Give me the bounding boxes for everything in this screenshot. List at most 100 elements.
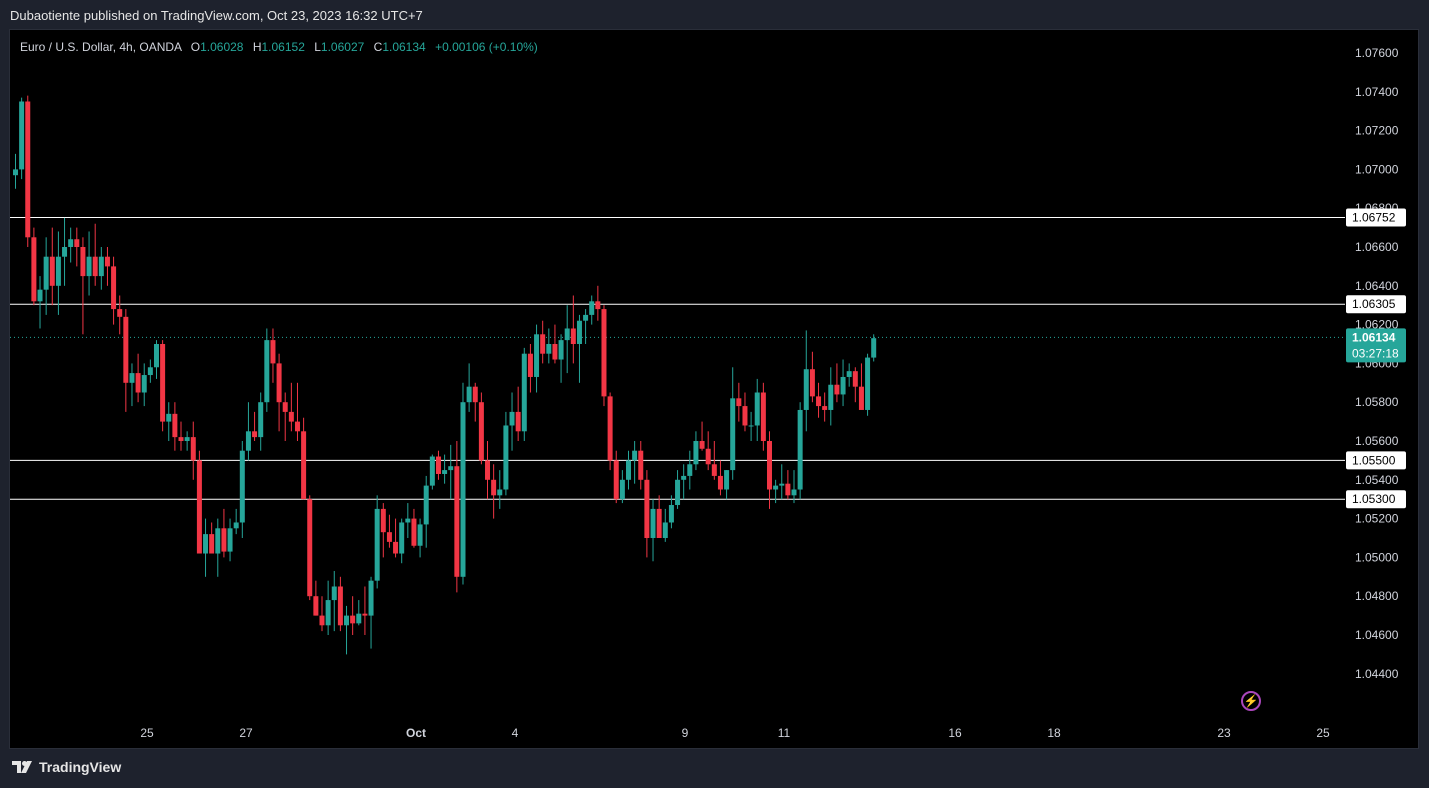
candle-body [766, 441, 772, 490]
footer-brand[interactable]: TradingView [12, 759, 121, 775]
candle [583, 309, 589, 344]
candle [350, 596, 356, 635]
candle-body [656, 508, 662, 538]
candle-body [785, 483, 791, 496]
candle-body [442, 470, 448, 474]
time-axis[interactable]: 25 27 Oct 4 9 11 16 18 23 25 [140, 726, 1330, 740]
candle [313, 580, 319, 616]
candle-body [675, 479, 681, 506]
candle [871, 334, 877, 362]
candle-body [417, 524, 423, 546]
candle [662, 508, 668, 542]
symbol-title: Euro / U.S. Dollar, 4h, OANDA [20, 40, 182, 54]
candle-body [301, 431, 307, 500]
candle [104, 247, 110, 286]
candle-body [705, 448, 711, 465]
candle-body [632, 450, 638, 461]
candle [301, 417, 307, 500]
candle [485, 441, 491, 500]
price-axis[interactable]: 1.076001.074001.072001.070001.068001.066… [1355, 46, 1399, 681]
lightning-bolt-icon[interactable]: ⚡ [1241, 691, 1261, 711]
candle [785, 470, 791, 500]
candle-body [601, 309, 607, 397]
candle [74, 227, 80, 267]
candle-body [724, 470, 730, 490]
candle [711, 441, 717, 480]
candle [730, 367, 736, 480]
candle-body [19, 101, 25, 170]
candle-body [252, 431, 258, 438]
candle [282, 392, 288, 441]
candle-body [858, 386, 864, 410]
candle [203, 518, 209, 577]
candle-body [693, 441, 699, 465]
candle-body [258, 402, 264, 438]
high-label: H [252, 40, 262, 54]
candle [37, 276, 43, 329]
candle [86, 231, 92, 296]
time-tick-label: 11 [778, 726, 791, 740]
candle-body [644, 479, 650, 538]
candle-body [104, 256, 110, 267]
candle [865, 353, 871, 416]
candle [160, 340, 166, 432]
candle [846, 363, 852, 387]
candle [687, 450, 693, 490]
candle-body [160, 344, 166, 422]
candle [546, 328, 552, 364]
candle-body [356, 613, 362, 624]
candle-body [43, 256, 49, 290]
candle-body [362, 613, 368, 616]
candle-body [828, 384, 834, 410]
candle [209, 522, 215, 554]
candle [111, 256, 117, 325]
candle-body [742, 406, 748, 426]
candle-body [583, 314, 589, 321]
price-tick-label: 1.05600 [1355, 434, 1399, 448]
candle-body [822, 406, 828, 410]
candle-body [791, 489, 797, 496]
price-tick-label: 1.06400 [1355, 279, 1399, 293]
candle [699, 421, 705, 451]
candle-body [711, 464, 717, 476]
level-price-tag-label: 1.05300 [1352, 492, 1396, 506]
candle-body [423, 485, 429, 525]
candle [429, 454, 435, 490]
candle [858, 363, 864, 410]
candle [435, 450, 441, 480]
chart-panel[interactable]: 1.07600 1.07400 1.07200 1.07000 1.06800 1.066… [9, 29, 1419, 749]
candle-body [460, 402, 466, 577]
candle-body [294, 421, 300, 432]
price-tick-label: 1.05800 [1355, 395, 1399, 409]
candle [319, 596, 325, 632]
level-price-tag-label: 1.06752 [1352, 211, 1396, 225]
current-price-label: 1.06134 [1352, 330, 1396, 344]
candle [325, 580, 331, 635]
candle [503, 411, 509, 496]
candle [626, 450, 631, 490]
candle [570, 295, 576, 364]
candlestick-chart[interactable]: 1.076001.074001.072001.070001.068001.066… [10, 30, 1418, 748]
time-tick-label: 9 [682, 726, 689, 740]
candle-body [840, 376, 846, 395]
candle [135, 353, 141, 403]
candle-body [435, 456, 441, 474]
candle [166, 402, 172, 441]
candle [270, 328, 276, 383]
candle [540, 320, 546, 364]
candle-body [626, 460, 631, 480]
candle [527, 344, 533, 393]
candle [92, 223, 98, 286]
candle [766, 431, 772, 509]
time-tick-label: 25 [140, 726, 154, 740]
candle [558, 334, 564, 383]
candle [589, 295, 595, 325]
candle [221, 508, 227, 558]
level-price-tag-label: 1.06305 [1352, 297, 1396, 311]
candle [773, 479, 779, 504]
price-tick-label: 1.07400 [1355, 85, 1399, 99]
candle [650, 499, 656, 562]
price-tags: 1.06752 1.06305 1.05500 1.05300 1.06134 03:27… [1346, 208, 1406, 509]
candle [515, 386, 521, 441]
candle [754, 378, 760, 441]
